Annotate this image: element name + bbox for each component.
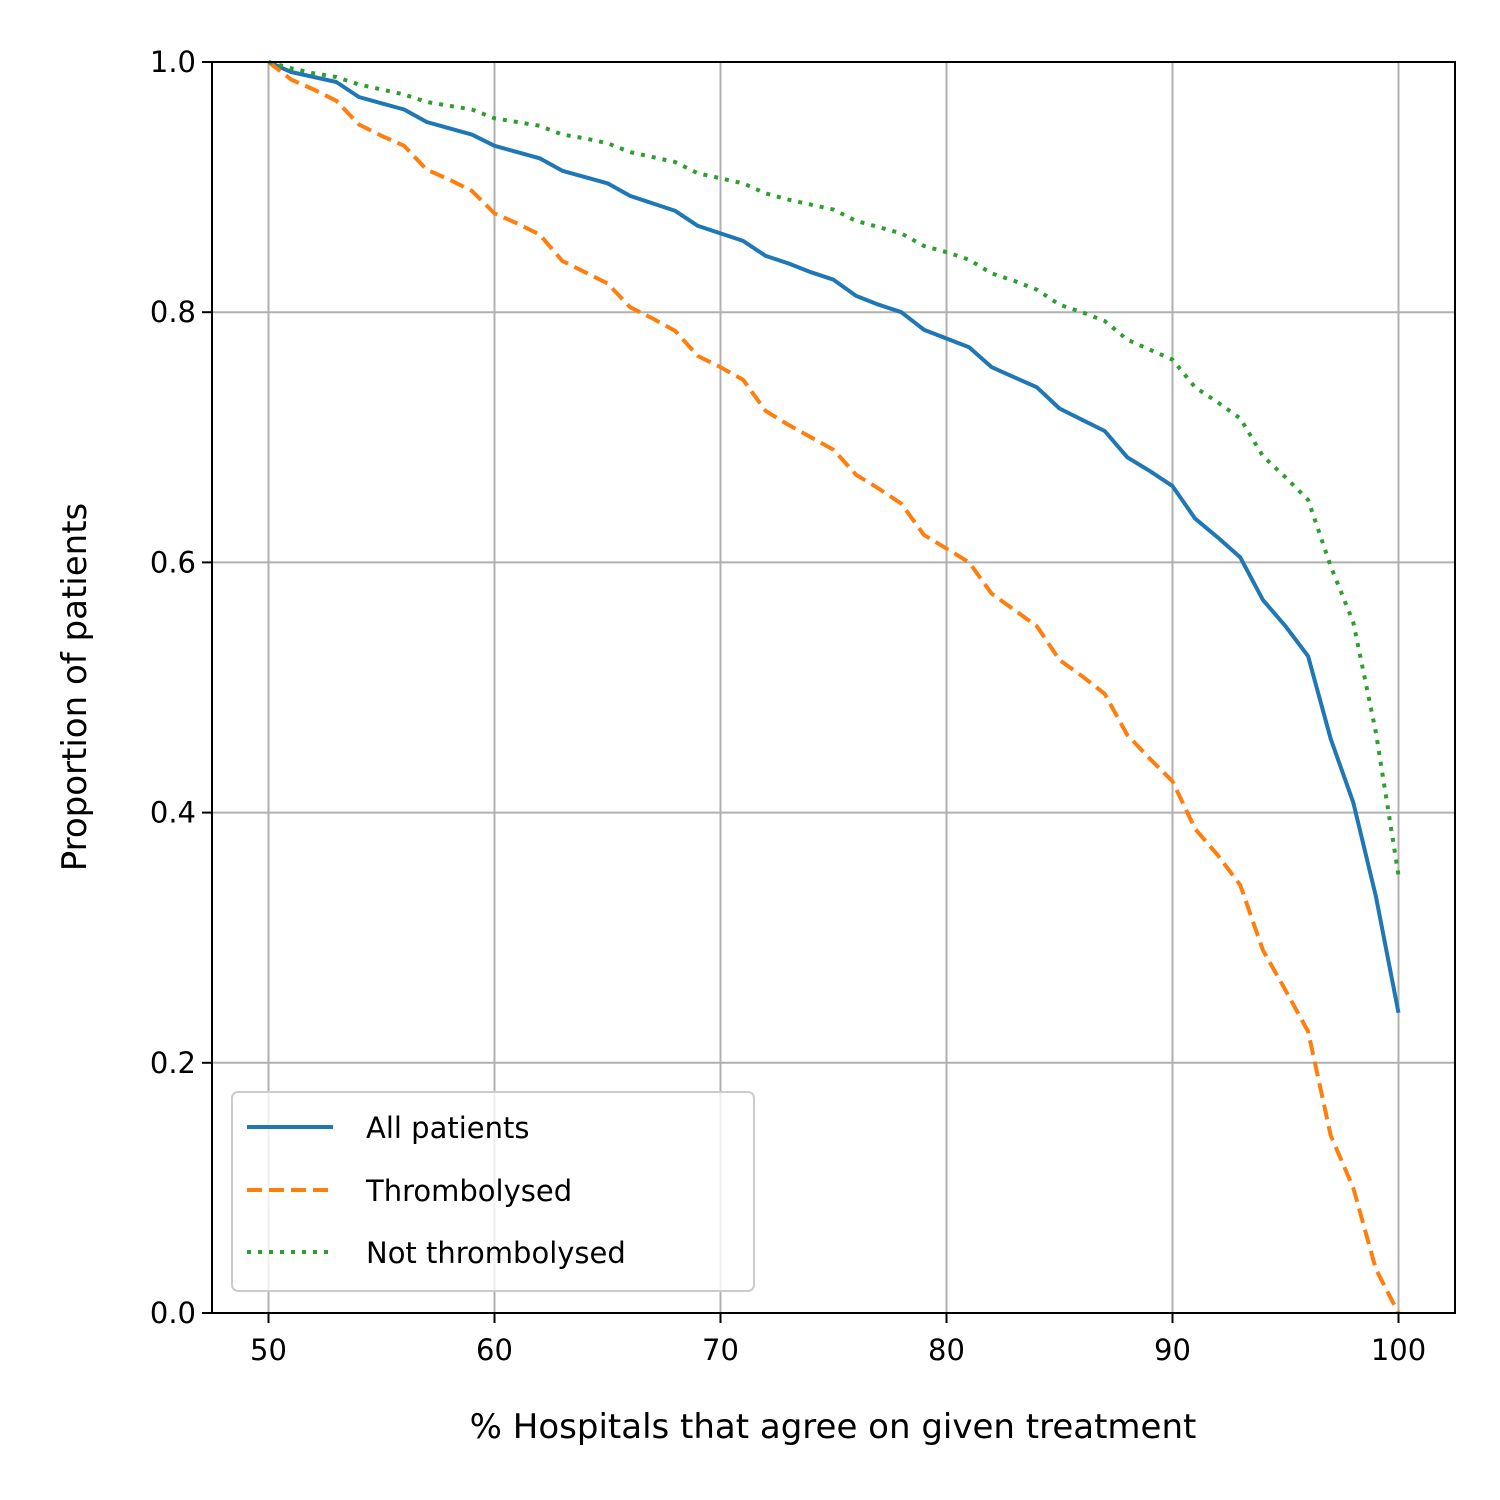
plot-frame — [211, 61, 1456, 1314]
y-tick-label: 0.8 — [150, 295, 196, 329]
y-axis: 0.0 0.2 0.4 0.6 0.8 1.0 — [150, 45, 212, 1330]
legend-label-all-patients: All patients — [366, 1111, 529, 1145]
x-tick-label: 80 — [928, 1333, 965, 1367]
x-axis-label: % Hospitals that agree on given treatmen… — [470, 1407, 1197, 1447]
x-tick-label: 50 — [250, 1333, 287, 1367]
y-axis-label: Proportion of patients — [55, 503, 95, 872]
legend-label-thrombolysed: Thrombolysed — [365, 1174, 572, 1208]
series-line-thrombolysed — [267, 60, 1401, 1314]
y-tick-label: 0.2 — [150, 1046, 196, 1080]
y-tick-label: 0.6 — [150, 545, 196, 579]
legend-label-not-thrombolysed: Not thrombolysed — [366, 1236, 626, 1270]
y-tick-label: 1.0 — [150, 45, 196, 79]
legend-frame — [231, 1091, 755, 1292]
series-line-not-thrombolysed — [267, 60, 1401, 876]
x-axis: 50 60 70 80 90 100 — [250, 1313, 1426, 1367]
series-layer — [267, 60, 1401, 1314]
y-tick-label: 0.4 — [150, 796, 196, 830]
grid-lines — [212, 62, 1455, 1313]
x-tick-label: 90 — [1154, 1333, 1191, 1367]
series-line-all-patients — [267, 60, 1401, 1014]
x-tick-label: 100 — [1371, 1333, 1426, 1367]
x-tick-label: 70 — [702, 1333, 739, 1367]
x-tick-label: 60 — [476, 1333, 513, 1367]
legend: All patients Thrombolysed Not thrombolys… — [231, 1091, 755, 1292]
y-tick-label: 0.0 — [150, 1296, 196, 1330]
